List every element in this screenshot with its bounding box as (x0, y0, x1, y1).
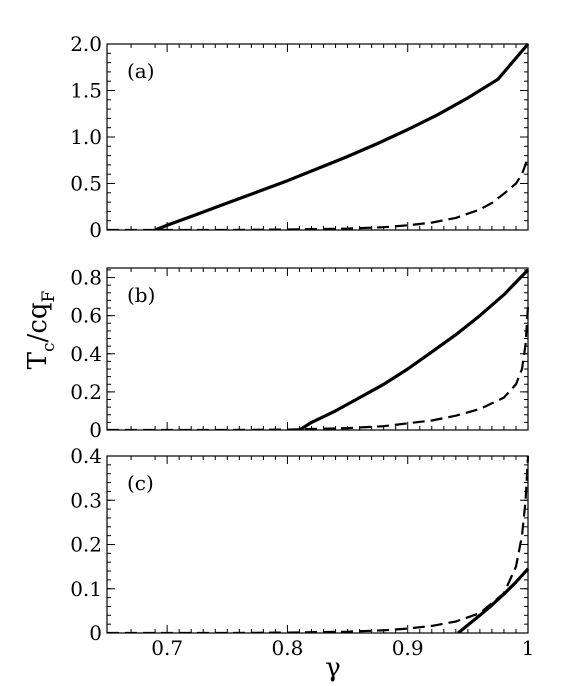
y-tick-label: 1.0 (70, 125, 102, 149)
y-tick-label: 0.3 (70, 488, 102, 512)
panel-label: (a) (127, 59, 155, 83)
panel-label: (b) (127, 283, 155, 307)
plot-frame (106, 43, 529, 231)
y-tick-label: 2.0 (70, 32, 102, 56)
dashed-series-line (107, 157, 530, 230)
x-axis-label: γ (325, 653, 341, 683)
x-tick-label: 0.7 (151, 636, 183, 660)
dashed-series-line (107, 455, 530, 633)
y-tick-label: 0 (89, 418, 102, 442)
y-tick-label: 0.8 (70, 266, 102, 290)
chart-panels: 00.51.01.52.0(a)00.20.40.60.8(b)00.10.20… (70, 32, 534, 660)
y-tick-label: 0.4 (70, 444, 102, 468)
y-tick-label: 0.1 (70, 577, 102, 601)
y-tick-label: 0 (89, 621, 102, 645)
plot-frame (106, 267, 529, 431)
solid-series-line (457, 567, 530, 633)
x-tick-label: 0.8 (272, 636, 304, 660)
panel-2: 0 0.1 0.2 0.3 0.4 (c) 0.7 0.8 0.9 1 (70, 444, 534, 660)
y-tick-label: 0.6 (70, 304, 102, 328)
dashed-series-line (107, 306, 530, 430)
y-tick-label: 0.2 (70, 533, 102, 557)
panel-0: 0 0.5 1.0 1.5 2.0 (a) (70, 32, 530, 242)
panel-1: 0 0.2 0.4 0.6 0.8 (b) (70, 266, 530, 442)
y-tick-label: 0.2 (70, 380, 102, 404)
x-tick-label: 1 (522, 636, 535, 660)
solid-series-line (154, 42, 530, 230)
solid-series-line (298, 268, 530, 430)
plot-frame (106, 455, 529, 634)
y-tick-label: 0.5 (70, 172, 102, 196)
y-tick-label: 0.4 (70, 342, 102, 366)
x-tick-label: 0.9 (392, 636, 424, 660)
y-axis-label: Tc/cqF (23, 290, 59, 369)
y-tick-label: 1.5 (70, 79, 102, 103)
y-tick-label: 0 (89, 218, 102, 242)
panel-label: (c) (127, 471, 154, 495)
